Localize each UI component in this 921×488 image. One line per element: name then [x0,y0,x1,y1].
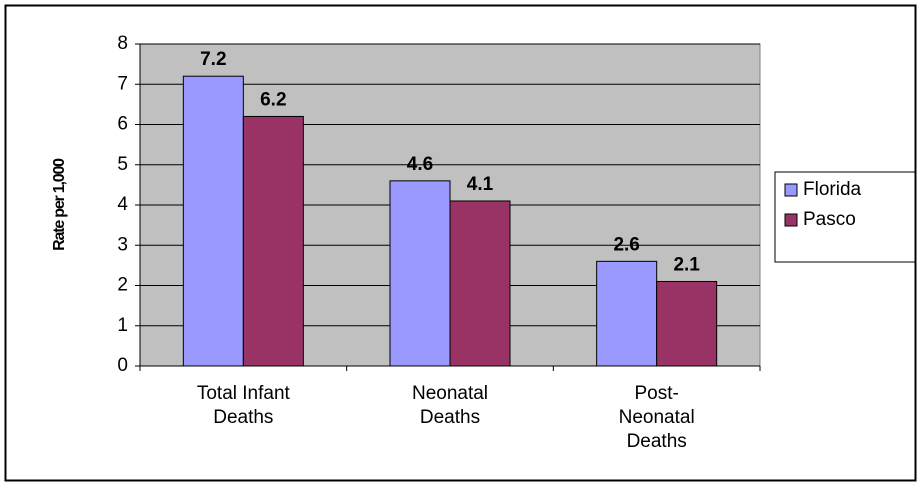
bar [182,75,244,367]
y-tick-label: 7 [117,73,128,94]
x-tick-label: Neonatal Deaths [412,383,488,428]
y-tick-label: 1 [117,315,128,336]
y-tick-label: 8 [117,33,128,54]
bar [656,280,718,367]
value-label: 6.2 [260,89,286,110]
legend-swatch [784,213,798,227]
y-tick-label: 2 [117,275,128,296]
legend-label: Florida [803,179,862,200]
legend-swatch [784,183,798,197]
value-label: 4.1 [467,174,494,195]
bar [389,180,451,367]
value-label: 4.6 [407,154,433,175]
y-tick-label: 6 [117,114,128,135]
y-tick-label: 0 [117,355,128,376]
y-tick-label: 3 [117,234,128,255]
x-tick-label: Post-Neonatal Deaths [619,383,695,452]
bar [596,260,658,367]
bar [242,115,304,367]
value-label: 2.6 [613,234,639,255]
y-tick-label: 5 [117,154,128,175]
x-tick-label: Total Infant Deaths [197,383,291,428]
legend-label: Pasco [803,209,856,230]
value-label: 2.1 [673,254,700,275]
y-axis-label: Rate per 1,000 [51,158,68,251]
bar [449,200,511,367]
legend-box [774,171,916,263]
value-label: 7.2 [200,49,226,70]
y-tick-label: 4 [117,194,128,215]
